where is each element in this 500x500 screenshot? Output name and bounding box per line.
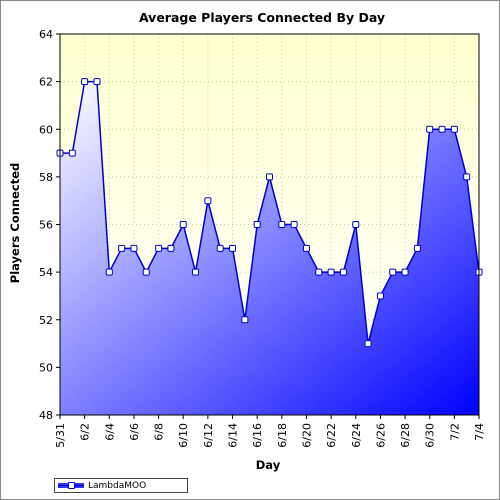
series-area <box>60 81 479 415</box>
data-point <box>253 221 261 228</box>
data-point <box>426 125 434 133</box>
data-point <box>278 221 286 228</box>
y-tick-label: 60 <box>39 123 53 136</box>
data-point <box>352 221 360 228</box>
x-tick-label: 6/24 <box>350 423 363 448</box>
data-point <box>93 78 101 86</box>
y-tick-label: 54 <box>39 266 53 279</box>
legend-swatch-icon <box>58 481 84 490</box>
y-tick-label: 58 <box>39 171 53 184</box>
x-tick-label: 6/30 <box>424 423 437 448</box>
data-point <box>167 244 175 252</box>
x-tick-label: 6/16 <box>251 423 264 448</box>
y-axis-ticks: 48 50 52 54 56 58 60 62 64 <box>39 28 60 422</box>
data-point <box>290 221 298 228</box>
data-point <box>81 78 89 86</box>
x-tick-label: 6/22 <box>325 423 338 448</box>
x-axis-title: Day <box>256 458 281 472</box>
y-tick-label: 50 <box>39 361 53 374</box>
data-point <box>327 268 335 276</box>
data-point <box>266 173 273 181</box>
data-point <box>463 173 471 181</box>
y-tick-label: 52 <box>39 314 53 327</box>
data-point <box>68 149 76 157</box>
data-point <box>204 197 212 205</box>
data-point <box>302 244 310 252</box>
x-tick-label: 6/12 <box>202 423 215 448</box>
data-point <box>216 244 224 252</box>
x-tick-label: 7/2 <box>448 423 461 441</box>
x-tick-label: 6/6 <box>128 423 141 441</box>
data-point <box>130 244 138 252</box>
data-point <box>118 244 126 252</box>
y-tick-label: 56 <box>39 219 53 232</box>
x-tick-label: 6/18 <box>276 423 289 448</box>
x-tick-label: 6/20 <box>300 423 313 448</box>
data-point <box>192 268 200 276</box>
y-tick-label: 48 <box>39 409 53 422</box>
x-tick-label: 6/2 <box>79 423 92 441</box>
data-point <box>142 268 150 276</box>
x-tick-label: 6/28 <box>399 423 412 448</box>
x-tick-label: 6/10 <box>177 423 190 448</box>
x-tick-label: 6/8 <box>153 423 166 441</box>
data-point <box>438 125 446 133</box>
data-point <box>155 244 163 252</box>
data-point <box>241 316 249 324</box>
x-tick-label: 6/26 <box>374 423 387 448</box>
data-point <box>315 268 323 276</box>
data-point <box>376 292 384 300</box>
x-tick-label: 7/4 <box>473 423 486 441</box>
legend-label: LambdaMOO <box>88 480 147 491</box>
x-tick-label: 5/31 <box>54 423 67 448</box>
x-tick-label: 6/4 <box>103 423 116 441</box>
data-point <box>229 244 237 252</box>
y-axis-title: Players Connected <box>8 163 22 283</box>
data-point <box>179 221 187 228</box>
x-tick-label: 6/14 <box>227 423 240 448</box>
data-point <box>389 268 397 276</box>
series-points <box>56 78 483 348</box>
data-point <box>364 340 372 348</box>
legend: LambdaMOO <box>54 478 188 493</box>
x-axis-ticks: 5/31 6/2 6/4 6/6 6/8 6/10 6/12 6/14 6/16 6/18 6/20… <box>54 415 486 448</box>
data-point <box>339 268 347 276</box>
y-tick-label: 64 <box>39 28 53 41</box>
data-point <box>401 268 409 276</box>
data-point <box>105 268 113 276</box>
y-tick-label: 62 <box>39 76 53 89</box>
chart-title: Average Players Connected By Day <box>139 10 385 25</box>
data-point <box>450 125 458 133</box>
data-point <box>413 244 421 252</box>
